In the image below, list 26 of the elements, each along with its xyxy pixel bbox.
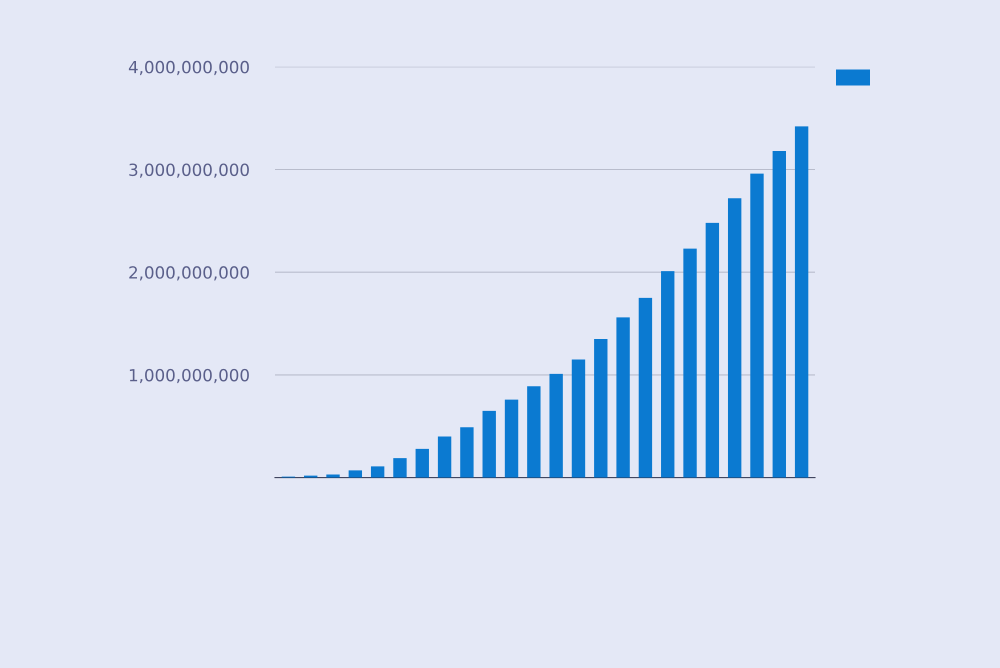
bar — [370, 466, 384, 478]
bar — [549, 374, 563, 478]
bar — [728, 198, 742, 478]
bar — [527, 386, 541, 478]
bar — [326, 474, 340, 478]
bar — [638, 298, 652, 478]
bar — [772, 151, 786, 478]
bar — [683, 248, 697, 478]
bar — [504, 400, 518, 478]
bar — [616, 317, 630, 478]
y-tick-label: 1,000,000,000 — [130, 368, 249, 384]
bar — [572, 360, 586, 478]
bar — [416, 448, 429, 478]
bar — [706, 222, 720, 478]
bar — [794, 126, 808, 478]
bar — [750, 174, 764, 478]
y-tick-label: 2,000,000,000 — [129, 266, 249, 280]
bar — [438, 436, 452, 478]
bar — [661, 271, 674, 478]
bar — [348, 470, 362, 478]
bar — [393, 458, 407, 478]
bar — [460, 427, 474, 478]
bar — [482, 410, 496, 478]
bar — [594, 338, 608, 478]
y-tick-label: 4,000,000,000 — [128, 60, 249, 76]
y-tick-label: 3,000,000,000 — [129, 163, 249, 178]
